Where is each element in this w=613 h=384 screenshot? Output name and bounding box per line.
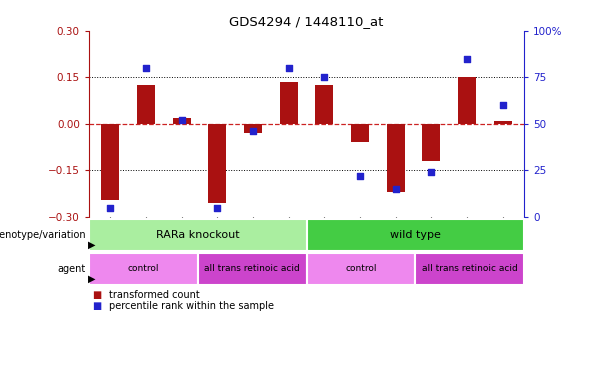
Bar: [244, 124, 262, 133]
Point: [213, 205, 223, 211]
Bar: [494, 121, 512, 124]
Text: control: control: [128, 264, 159, 273]
Text: all trans retinoic acid: all trans retinoic acid: [204, 264, 300, 273]
Text: ■: ■: [92, 301, 101, 311]
Bar: [101, 124, 119, 200]
Text: control: control: [345, 264, 376, 273]
Bar: [316, 85, 333, 124]
Point: [427, 169, 436, 175]
Point: [390, 186, 400, 192]
Point: [248, 128, 258, 134]
Bar: [208, 124, 226, 203]
Point: [462, 56, 472, 62]
Bar: [280, 82, 297, 124]
Bar: [422, 124, 440, 161]
Point: [105, 205, 115, 211]
Text: ■: ■: [92, 290, 101, 300]
Bar: [137, 85, 155, 124]
Text: ▶: ▶: [88, 240, 96, 250]
Point: [177, 117, 186, 123]
Text: transformed count: transformed count: [109, 290, 200, 300]
Bar: [458, 77, 476, 124]
Text: percentile rank within the sample: percentile rank within the sample: [109, 301, 274, 311]
Bar: [351, 124, 369, 142]
Text: all trans retinoic acid: all trans retinoic acid: [422, 264, 517, 273]
Text: genotype/variation: genotype/variation: [0, 230, 86, 240]
Point: [355, 173, 365, 179]
Point: [498, 102, 508, 108]
Text: ▶: ▶: [88, 273, 96, 283]
Text: agent: agent: [58, 264, 86, 274]
Bar: [173, 118, 191, 124]
Text: RARa knockout: RARa knockout: [156, 230, 240, 240]
Point: [319, 74, 329, 80]
Point: [284, 65, 294, 71]
Bar: [387, 124, 405, 192]
Title: GDS4294 / 1448110_at: GDS4294 / 1448110_at: [229, 15, 384, 28]
Text: wild type: wild type: [390, 230, 441, 240]
Point: [141, 65, 151, 71]
